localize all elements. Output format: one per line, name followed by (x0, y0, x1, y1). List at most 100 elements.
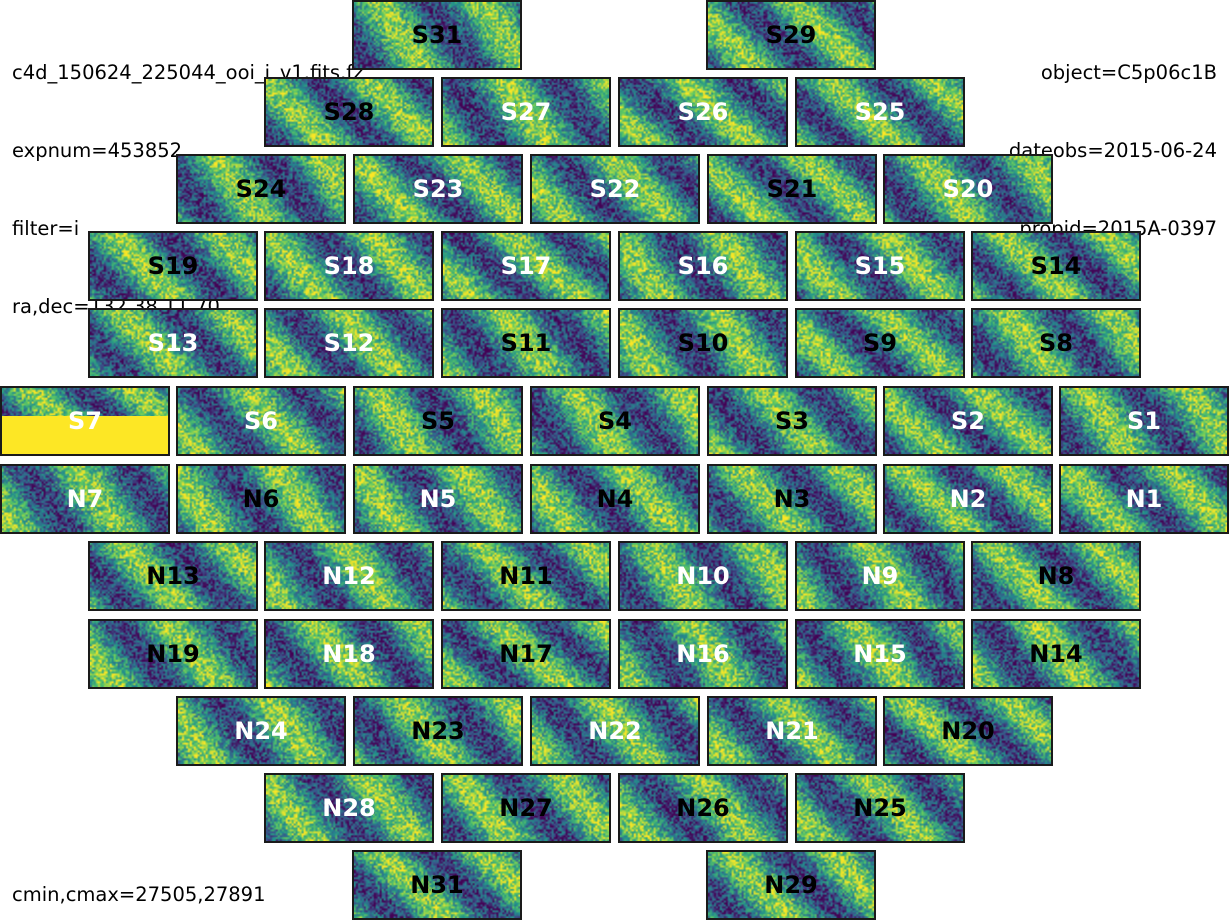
ccd-image (355, 466, 521, 532)
ccd-image (620, 79, 786, 145)
ccd-n12: N12 (264, 541, 434, 611)
ccd-s17: S17 (441, 231, 611, 301)
ccd-n25: N25 (795, 773, 965, 843)
ccd-label: S29 (765, 21, 817, 49)
ccd-s21: S21 (707, 154, 877, 224)
ccd-image (178, 156, 344, 222)
ccd-label: N6 (242, 485, 280, 513)
ccd-label: N12 (322, 562, 376, 590)
ccd-image (620, 775, 786, 841)
ccd-label: S22 (589, 175, 641, 203)
ccd-label: N29 (764, 871, 818, 899)
ccd-image (354, 2, 520, 68)
header-right: object=C5p06c1B dateobs=2015-06-24 propi… (1009, 8, 1217, 268)
ccd-image (620, 310, 786, 376)
cminmax: cmin,cmax=27505,27891 (12, 883, 266, 906)
ccd-n10: N10 (618, 541, 788, 611)
header-left: c4d_150624_225044_ooi_i_v1.fits.fz expnu… (12, 8, 363, 346)
ccd-image (709, 156, 875, 222)
ccd-label: S15 (854, 252, 906, 280)
ccd-label: S13 (147, 329, 199, 357)
ccd-label: S14 (1030, 252, 1082, 280)
ccd-s15: S15 (795, 231, 965, 301)
expnum: expnum=453852 (12, 139, 183, 162)
ccd-n20: N20 (883, 696, 1053, 766)
ccd-s4: S4 (530, 386, 700, 456)
ccd-label: S9 (863, 329, 897, 357)
ccd-image (885, 466, 1051, 532)
ccd-n22: N22 (530, 696, 700, 766)
ccd-label: S25 (854, 98, 906, 126)
ccd-label: N16 (676, 640, 730, 668)
ccd-n23: N23 (353, 696, 523, 766)
ccd-n15: N15 (795, 619, 965, 689)
ccd-n2: N2 (883, 464, 1053, 534)
ccd-label: S5 (421, 407, 455, 435)
ccd-label: N18 (322, 640, 376, 668)
ccd-image (797, 233, 963, 299)
ccd-image (266, 543, 432, 609)
ccd-label: S21 (766, 175, 818, 203)
object: object=C5p06c1B (1040, 61, 1217, 84)
ccd-image (90, 543, 256, 609)
ccd-image (797, 775, 963, 841)
ccd-image (266, 233, 432, 299)
ccd-n11: N11 (441, 541, 611, 611)
ccd-label: S17 (500, 252, 552, 280)
ccd-label: S6 (244, 407, 278, 435)
ccd-image (266, 79, 432, 145)
ccd-n21: N21 (707, 696, 877, 766)
ccd-s26: S26 (618, 77, 788, 147)
ccd-s24: S24 (176, 154, 346, 224)
ccd-image (620, 621, 786, 687)
ccd-image (885, 388, 1051, 454)
ccd-s22: S22 (530, 154, 700, 224)
ccd-s6: S6 (176, 386, 346, 456)
ccd-label: N3 (773, 485, 811, 513)
ccd-label: N9 (861, 562, 899, 590)
ccd-image (443, 233, 609, 299)
ccd-n6: N6 (176, 464, 346, 534)
ccd-image (266, 621, 432, 687)
ccd-label: S11 (500, 329, 552, 357)
ccd-label: N19 (146, 640, 200, 668)
ccd-s9: S9 (795, 308, 965, 378)
ccd-label: N24 (234, 717, 288, 745)
ccd-s13: S13 (88, 308, 258, 378)
ccd-image (797, 310, 963, 376)
ccd-image (620, 543, 786, 609)
ccd-s29: S29 (706, 0, 876, 70)
ccd-image (178, 388, 344, 454)
ccd-image (709, 698, 875, 764)
ccd-image (443, 79, 609, 145)
ccd-label: N14 (1029, 640, 1083, 668)
ccd-s14: S14 (971, 231, 1141, 301)
ccd-image (797, 621, 963, 687)
ccd-label: S20 (942, 175, 994, 203)
ccd-label: S12 (323, 329, 375, 357)
ccd-label: N31 (410, 871, 464, 899)
ccd-n28: N28 (264, 773, 434, 843)
ccd-s12: S12 (264, 308, 434, 378)
ccd-image (266, 310, 432, 376)
ccd-label: N4 (596, 485, 634, 513)
ccd-image (620, 233, 786, 299)
ccd-n13: N13 (88, 541, 258, 611)
ccd-image (355, 698, 521, 764)
ccd-label: S31 (411, 21, 463, 49)
ccd-image (973, 233, 1139, 299)
ccd-label: N28 (322, 794, 376, 822)
ccd-label: N10 (676, 562, 730, 590)
saturated-region (2, 416, 168, 454)
ccd-n19: N19 (88, 619, 258, 689)
ccd-n27: N27 (441, 773, 611, 843)
ccd-s2: S2 (883, 386, 1053, 456)
ccd-label: S8 (1039, 329, 1073, 357)
ccd-image (708, 852, 874, 918)
ccd-label: S28 (323, 98, 375, 126)
ccd-n4: N4 (530, 464, 700, 534)
ccd-label: S7 (68, 407, 102, 435)
ccd-image (443, 310, 609, 376)
ccd-label: S16 (677, 252, 729, 280)
ccd-image (355, 156, 521, 222)
